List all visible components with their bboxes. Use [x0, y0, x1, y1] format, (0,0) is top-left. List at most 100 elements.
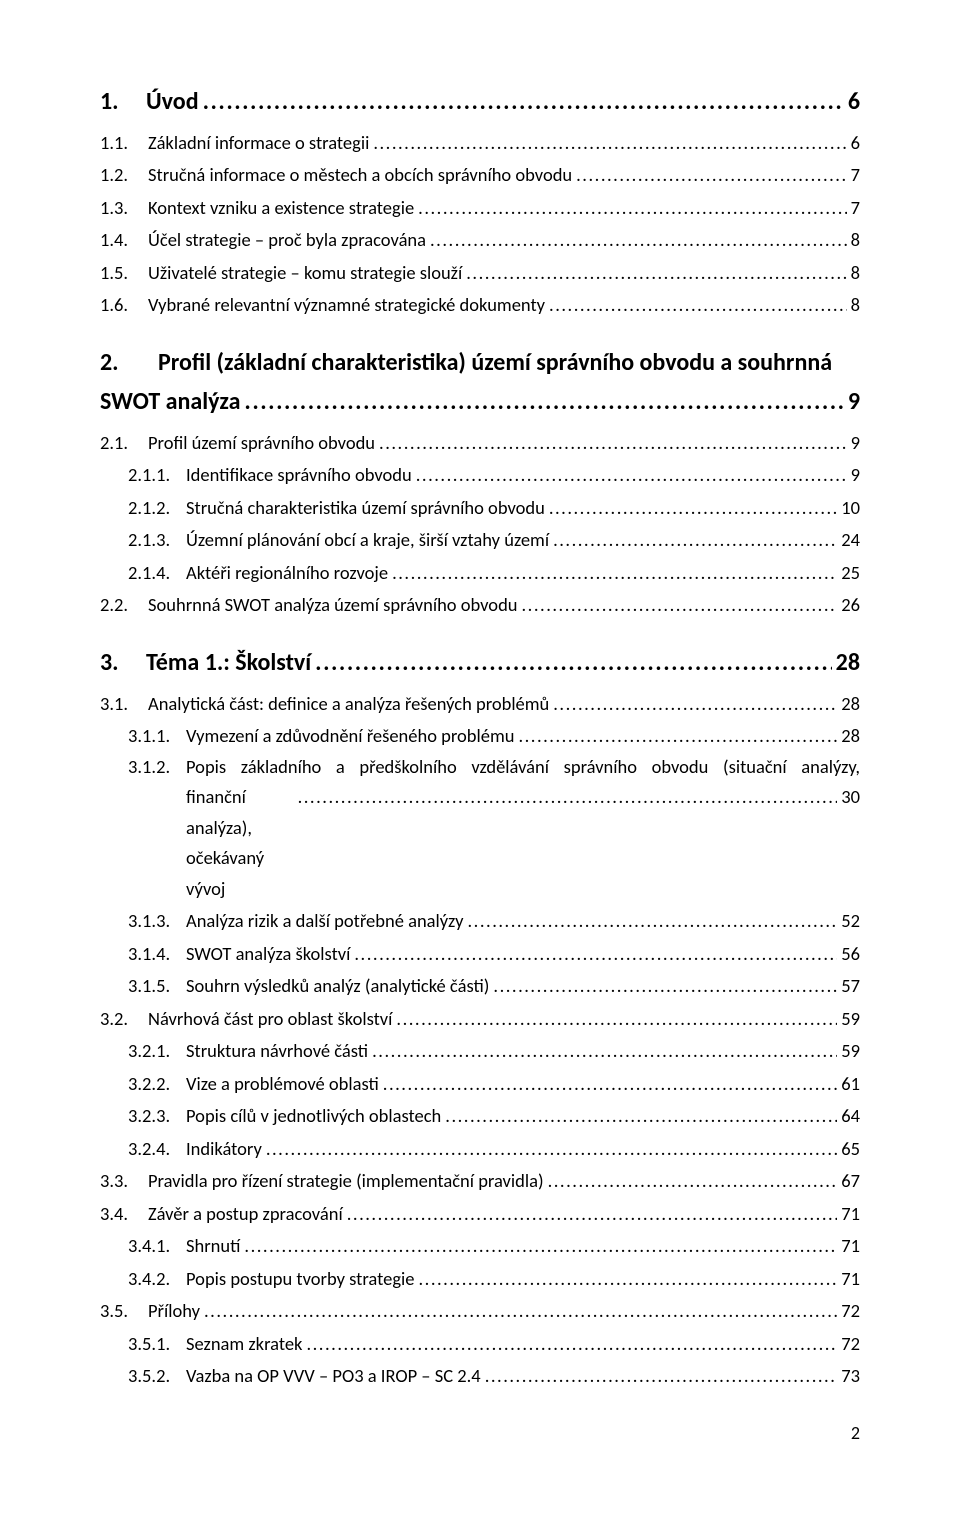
toc-entry-label: Základní informace o strategii — [148, 128, 369, 159]
toc-entry-page: 9 — [848, 382, 860, 422]
toc-leader — [204, 1296, 837, 1327]
toc-entry-label: Stručná informace o městech a obcích spr… — [148, 160, 572, 191]
toc-entry-number: 3.4.1. — [128, 1231, 186, 1262]
toc-entry-page: 30 — [841, 782, 860, 813]
toc-entry: 3.2.2.Vize a problémové oblasti61 — [100, 1069, 860, 1100]
toc-entry-label: Analýza rizik a další potřebné analýzy — [186, 906, 464, 937]
toc-leader — [244, 382, 843, 422]
toc-entry-number: 2.1.1. — [128, 460, 186, 491]
toc-entry-label: Územní plánování obcí a kraje, širší vzt… — [186, 525, 549, 556]
toc-entry-number: 2.1.2. — [128, 493, 186, 524]
toc-leader — [416, 460, 847, 491]
toc-entry-number: 1.3. — [100, 193, 148, 224]
toc-entry-label: Kontext vzniku a existence strategie — [148, 193, 414, 224]
toc-entry: 1.2.Stručná informace o městech a obcích… — [100, 160, 860, 191]
toc-entry: 3.4.2.Popis postupu tvorby strategie 71 — [100, 1264, 860, 1295]
toc-entry-page: 24 — [841, 525, 860, 556]
toc-entry-label: Uživatelé strategie – komu strategie slo… — [148, 258, 462, 289]
toc-leader — [445, 1101, 837, 1132]
toc-leader — [430, 225, 847, 256]
toc-entry-number: 3.1.1. — [128, 721, 186, 752]
toc-entry-page: 8 — [851, 290, 860, 321]
toc-entry: 2.1.1.Identifikace správního obvodu9 — [100, 460, 860, 491]
toc-entry-page: 67 — [841, 1166, 860, 1197]
toc-leader — [518, 721, 837, 752]
toc-entry-number: 2.1. — [100, 428, 148, 459]
toc-entry-label: Vize a problémové oblasti — [186, 1069, 379, 1100]
toc-entry-label: Seznam zkratek — [186, 1329, 302, 1360]
toc-entry: 3.2.1.Struktura návrhové části59 — [100, 1036, 860, 1067]
toc-entry-page: 73 — [841, 1361, 860, 1392]
toc-entry: 3.1.Analytická část: definice a analýza … — [100, 689, 860, 720]
toc-entry-label: Vymezení a zdůvodnění řešeného problému — [186, 721, 514, 752]
toc-entry-page: 64 — [841, 1101, 860, 1132]
toc-entry-label: Profil území správního obvodu — [148, 428, 375, 459]
toc-entry-number: 2.1.4. — [128, 558, 186, 589]
toc-entry: 3.4.1.Shrnutí71 — [100, 1231, 860, 1262]
toc-entry-number: 3.4.2. — [128, 1264, 186, 1295]
toc-leader — [203, 82, 844, 122]
toc-leader — [485, 1361, 838, 1392]
toc-entry: 1.3.Kontext vzniku a existence strategie… — [100, 193, 860, 224]
toc-entry-label: Pravidla pro řízení strategie (implement… — [148, 1166, 544, 1197]
toc-entry: 2.1.4.Aktéři regionálního rozvoje25 — [100, 558, 860, 589]
toc-entry: 1.6.Vybrané relevantní významné strategi… — [100, 290, 860, 321]
toc-entry-label: Souhrn výsledků analýz (analytické části… — [186, 971, 489, 1002]
toc-entry-page: 57 — [841, 971, 860, 1002]
toc-entry: 3.1.1.Vymezení a zdůvodnění řešeného pro… — [100, 721, 860, 752]
table-of-contents: 1.Úvod61.1.Základní informace o strategi… — [100, 82, 860, 1392]
toc-entry-label: Vybrané relevantní významné strategické … — [148, 290, 545, 321]
toc-entry: 3.2.Návrhová část pro oblast školství59 — [100, 1004, 860, 1035]
toc-leader — [315, 643, 832, 683]
toc-entry: 2.1.2.Stručná charakteristika území sprá… — [100, 493, 860, 524]
toc-entry-page: 71 — [841, 1264, 860, 1295]
toc-entry: 3.Téma 1.: Školství28 — [100, 643, 860, 683]
toc-entry-label: Souhrnná SWOT analýza území správního ob… — [148, 590, 518, 621]
toc-entry-number: 3.2.3. — [128, 1101, 186, 1132]
toc-entry-number: 3.1.3. — [128, 906, 186, 937]
toc-entry-label: Popis postupu tvorby strategie — [186, 1264, 415, 1295]
toc-entry-number: 3.5.1. — [128, 1329, 186, 1360]
toc-entry: 3.4.Závěr a postup zpracování71 — [100, 1199, 860, 1230]
toc-leader — [549, 493, 837, 524]
toc-entry-label-line2: SWOT analýza — [100, 382, 240, 422]
toc-leader — [244, 1231, 837, 1262]
toc-leader — [354, 939, 837, 970]
toc-entry-number: 3.1.2. — [128, 752, 186, 783]
toc-entry-page: 71 — [841, 1199, 860, 1230]
toc-leader — [266, 1134, 837, 1165]
toc-entry-number: 3.5. — [100, 1296, 148, 1327]
toc-entry: 3.3.Pravidla pro řízení strategie (imple… — [100, 1166, 860, 1197]
toc-entry-page: 28 — [841, 721, 860, 752]
toc-entry-label: SWOT analýza školství — [186, 939, 350, 970]
toc-leader — [418, 193, 846, 224]
toc-leader — [468, 906, 838, 937]
toc-entry-number: 3.2.4. — [128, 1134, 186, 1165]
toc-leader — [419, 1264, 838, 1295]
toc-entry: 3.5.1.Seznam zkratek72 — [100, 1329, 860, 1360]
toc-entry-page: 7 — [851, 193, 860, 224]
toc-entry-number: 1.6. — [100, 290, 148, 321]
toc-leader — [549, 290, 847, 321]
toc-entry-page: 8 — [851, 225, 860, 256]
toc-entry-number: 3.2. — [100, 1004, 148, 1035]
toc-entry-page: 8 — [851, 258, 860, 289]
toc-entry-number: 1. — [100, 82, 146, 122]
toc-entry-number: 3.2.2. — [128, 1069, 186, 1100]
toc-entry-number: 1.5. — [100, 258, 148, 289]
toc-entry: 2.2.Souhrnná SWOT analýza území správníh… — [100, 590, 860, 621]
toc-leader — [383, 1069, 837, 1100]
toc-entry-page: 59 — [841, 1036, 860, 1067]
toc-entry-label: Profil (základní charakteristika) území … — [158, 343, 832, 383]
toc-leader — [372, 1036, 837, 1067]
toc-entry-number: 3.3. — [100, 1166, 148, 1197]
toc-leader — [396, 1004, 837, 1035]
toc-entry-number: 3.4. — [100, 1199, 148, 1230]
toc-entry-label: Úvod — [146, 82, 199, 122]
toc-entry-number: 3.1.4. — [128, 939, 186, 970]
toc-entry-number: 2.1.3. — [128, 525, 186, 556]
toc-entry-label: Indikátory — [186, 1134, 262, 1165]
toc-entry-number: 2.2. — [100, 590, 148, 621]
toc-entry: 1.Úvod6 — [100, 82, 860, 122]
toc-entry-page: 71 — [841, 1231, 860, 1262]
